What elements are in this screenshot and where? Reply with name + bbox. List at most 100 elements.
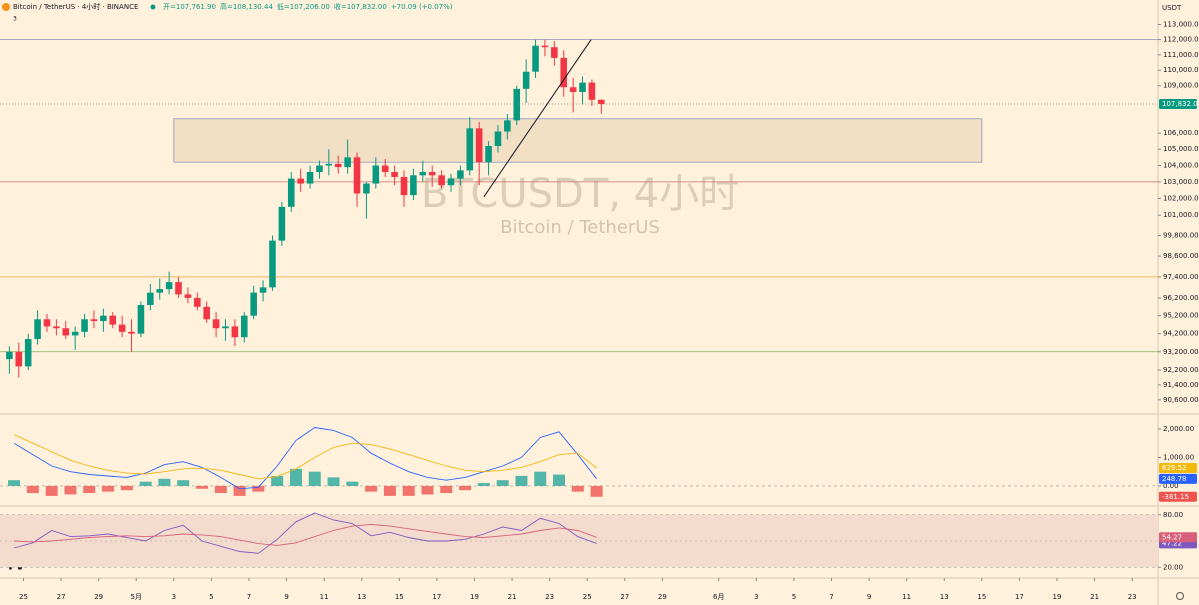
y-tick-label: 113,000.00 bbox=[1163, 20, 1199, 28]
histogram-bar bbox=[402, 485, 415, 496]
candle-body bbox=[588, 82, 596, 100]
histogram-bar bbox=[8, 480, 21, 486]
watermark-title: BTCUSDT, 4小时 bbox=[421, 171, 739, 217]
series-value-label: 629.52 bbox=[1162, 464, 1187, 472]
x-tick-label: 25 bbox=[19, 593, 28, 601]
histogram-bar bbox=[120, 485, 133, 491]
histogram-bar bbox=[158, 478, 171, 486]
candle-body bbox=[297, 178, 304, 184]
candle-body bbox=[15, 351, 23, 367]
histogram-bar bbox=[139, 481, 152, 486]
x-tick-label: 25 bbox=[583, 593, 592, 601]
histogram-bar bbox=[327, 477, 340, 486]
histogram-bar bbox=[496, 480, 509, 486]
candle-body bbox=[175, 282, 182, 295]
candle-body bbox=[34, 319, 41, 340]
histogram-bar bbox=[477, 483, 490, 486]
rsi-band bbox=[0, 514, 1158, 568]
candle-body bbox=[447, 178, 455, 186]
candle-body bbox=[410, 175, 417, 196]
price-zone bbox=[173, 118, 983, 163]
currency-label[interactable]: USDT bbox=[1162, 4, 1182, 12]
coin-icon bbox=[2, 3, 10, 11]
candle-body bbox=[475, 128, 483, 163]
candle-body bbox=[118, 324, 126, 332]
histogram-bar bbox=[308, 471, 321, 486]
y-tick-label: 106,000.00 bbox=[1163, 129, 1199, 137]
histogram-bar bbox=[421, 485, 434, 495]
x-tick-label: 29 bbox=[94, 593, 103, 601]
histogram-bar bbox=[459, 485, 472, 491]
series-value-label: 54.27 bbox=[1162, 533, 1182, 541]
series-value-label: 47.22 bbox=[1162, 539, 1182, 547]
indicator-line bbox=[13, 434, 597, 480]
candle-body bbox=[222, 326, 229, 329]
candle-body bbox=[541, 45, 549, 48]
histogram-bar bbox=[214, 485, 227, 494]
x-tick-label: 11 bbox=[902, 593, 911, 601]
series-value-label-box bbox=[1159, 473, 1197, 484]
x-tick-label: 9 bbox=[867, 593, 871, 601]
x-tick-label: 3 bbox=[172, 593, 176, 601]
x-tick-label: 5 bbox=[792, 593, 796, 601]
x-tick-label: 15 bbox=[395, 593, 404, 601]
candle-body bbox=[560, 57, 568, 88]
candle-body bbox=[43, 319, 51, 327]
candle-body bbox=[71, 331, 79, 336]
histogram-bar bbox=[26, 485, 39, 494]
y-tick-label: 2,000.00 bbox=[1163, 425, 1194, 433]
candle-body bbox=[81, 319, 88, 332]
last-price-label-box bbox=[1159, 99, 1197, 110]
candle-body bbox=[287, 178, 295, 207]
candle-body bbox=[428, 172, 436, 176]
histogram-bar bbox=[383, 485, 396, 496]
candle-body bbox=[184, 294, 192, 298]
x-tick-label: 29 bbox=[658, 593, 667, 601]
candle-body bbox=[231, 326, 239, 338]
candle-body bbox=[457, 170, 464, 179]
histogram-bar bbox=[252, 485, 265, 492]
y-tick-label: 80.00 bbox=[1163, 511, 1183, 519]
candle-body bbox=[391, 172, 398, 177]
series-value-label-box bbox=[1159, 532, 1197, 543]
candle-body bbox=[240, 315, 248, 338]
x-tick-label: 27 bbox=[57, 593, 66, 601]
candle-body bbox=[259, 287, 267, 293]
status-dot bbox=[150, 4, 156, 10]
candle-body bbox=[598, 99, 605, 105]
candle-body bbox=[109, 315, 117, 325]
y-tick-label: 98,600.00 bbox=[1163, 252, 1199, 260]
candle-body bbox=[100, 315, 107, 322]
histogram-bar bbox=[515, 475, 528, 486]
x-tick-label: 5 bbox=[209, 593, 213, 601]
histogram-bar bbox=[346, 481, 359, 486]
y-tick-label: 99,800.00 bbox=[1163, 232, 1199, 240]
candle-body bbox=[278, 206, 286, 241]
watermark-subtitle: Bitcoin / TetherUS bbox=[500, 217, 660, 238]
y-tick-label: 92,200.00 bbox=[1163, 366, 1199, 374]
x-tick-label: 13 bbox=[357, 593, 366, 601]
candle-body bbox=[579, 82, 586, 92]
pane-count[interactable]: 3 bbox=[13, 16, 17, 23]
candle-body bbox=[212, 319, 220, 329]
candle-body bbox=[203, 306, 210, 320]
candle-body bbox=[269, 240, 276, 288]
candle-body bbox=[194, 297, 201, 307]
y-tick-label: 104,000.00 bbox=[1163, 161, 1199, 169]
candle-body bbox=[504, 120, 511, 132]
symbol-title: Bitcoin / TetherUS · 4小时 · BINANCE bbox=[13, 2, 138, 11]
y-tick-label: 93,200.00 bbox=[1163, 348, 1199, 356]
histogram-bar bbox=[271, 475, 284, 486]
candle-body bbox=[551, 47, 558, 58]
x-tick-label: 3 bbox=[754, 593, 758, 601]
indicator-line bbox=[13, 512, 597, 554]
settings-icon[interactable] bbox=[1176, 592, 1184, 600]
histogram-value-label: -381.15 bbox=[1162, 493, 1189, 501]
candle-body bbox=[400, 176, 408, 196]
candle-body bbox=[147, 292, 154, 306]
x-tick-label: 23 bbox=[545, 593, 554, 601]
y-tick-label: 105,000.00 bbox=[1163, 145, 1199, 153]
trendline bbox=[483, 39, 592, 198]
x-tick-label: 7 bbox=[829, 593, 833, 601]
